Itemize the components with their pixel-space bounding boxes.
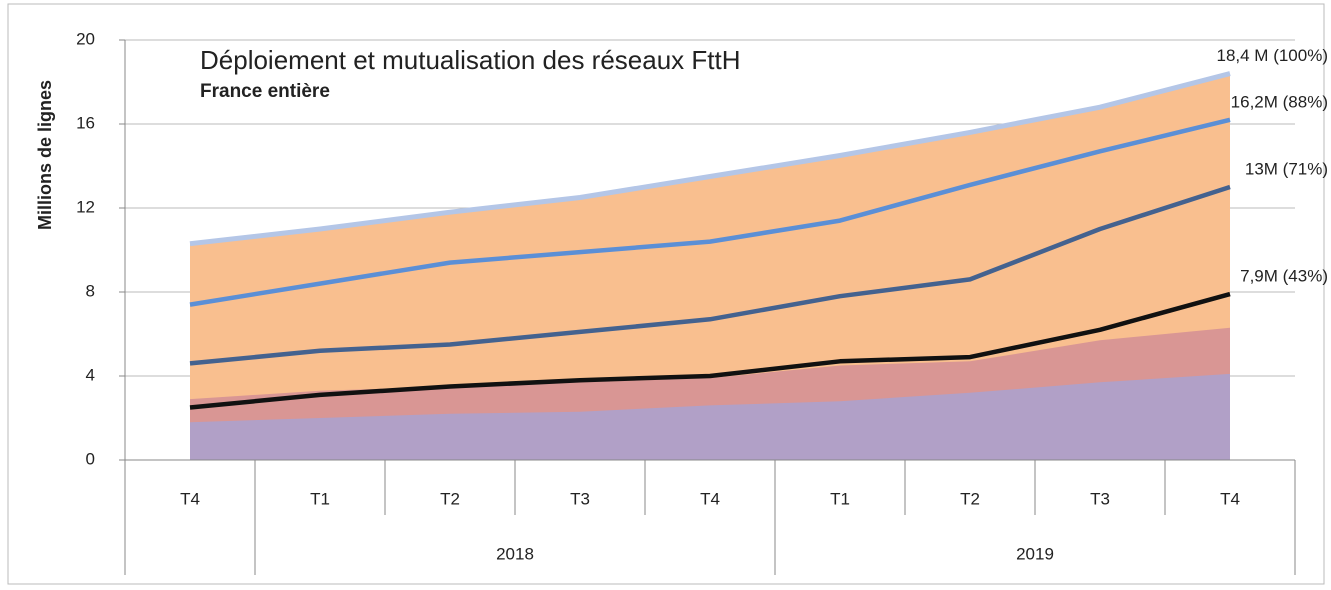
y-tick-label: 0 — [86, 449, 95, 468]
y-tick-label: 12 — [76, 197, 95, 216]
x-tick-label: T4 — [1220, 489, 1240, 508]
area-edge — [189, 71, 1231, 247]
x-group-label: 2019 — [1016, 544, 1054, 563]
y-tick-label: 20 — [76, 29, 95, 48]
value-label: 16,2M (88%) — [1231, 92, 1328, 111]
value-label: 13M (71%) — [1245, 159, 1328, 178]
x-tick-label: T4 — [180, 489, 200, 508]
line — [189, 117, 1231, 307]
x-group-label: 2018 — [496, 544, 534, 563]
x-tick-label: T1 — [830, 489, 850, 508]
x-tick-label: T3 — [1090, 489, 1110, 508]
x-tick-label: T4 — [700, 489, 720, 508]
x-tick-label: T3 — [570, 489, 590, 508]
value-label: 18,4 M (100%) — [1217, 46, 1329, 65]
y-axis-label: Millions de lignes — [35, 80, 55, 230]
plot: 0 4 8 12 16 20 18,4 M (100%) 16,2M (88%) 13M (71… — [76, 29, 1328, 575]
y-tick-label: 4 — [86, 365, 95, 384]
area — [190, 373, 1230, 460]
y-tick-label: 8 — [86, 281, 95, 300]
x-tick-label: T2 — [960, 489, 980, 508]
x-tick-label: T2 — [440, 489, 460, 508]
line — [189, 184, 1231, 366]
y-tick-label: 16 — [76, 113, 95, 132]
chart-subtitle: France entière — [200, 81, 330, 102]
value-label: 7,9M (43%) — [1240, 267, 1328, 286]
chart-title: Déploiement et mutualisation des réseaux… — [200, 45, 741, 75]
x-tick-label: T1 — [310, 489, 330, 508]
line — [189, 291, 1231, 410]
